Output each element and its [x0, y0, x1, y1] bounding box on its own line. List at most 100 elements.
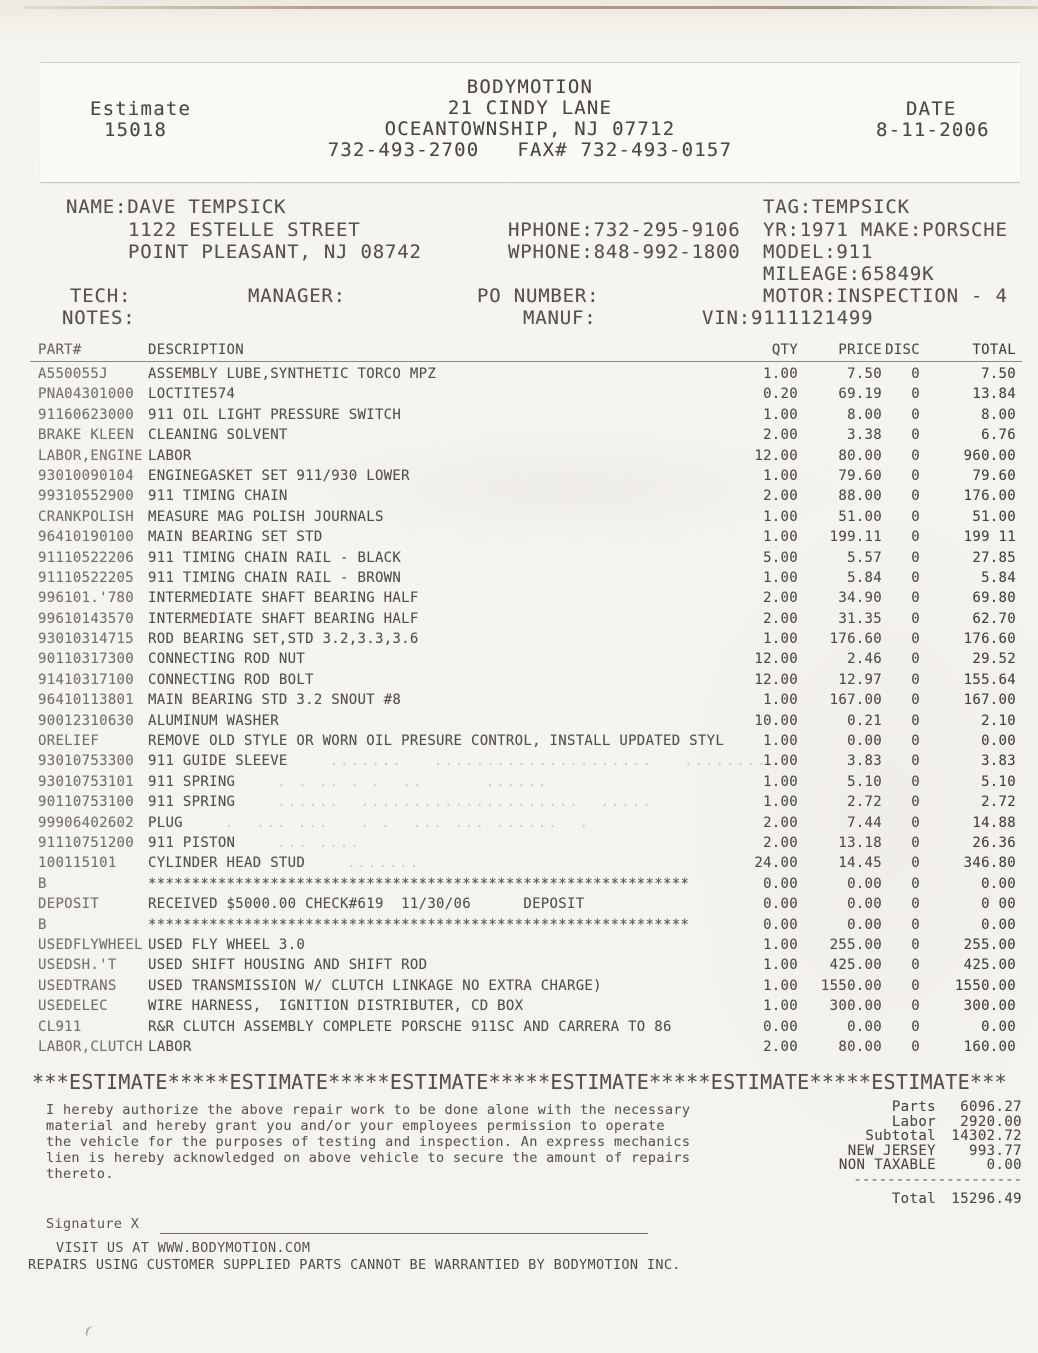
price-cell: 199.11: [829, 529, 882, 546]
part-cell: B: [38, 875, 47, 892]
total-cell: 8.00: [981, 406, 1016, 423]
signature-line: [160, 1233, 648, 1234]
ghost-bleedthrough: . . .. . . .. ......: [277, 773, 549, 790]
total-cell: 0 00: [981, 896, 1016, 913]
part-cell: USEDFLYWHEEL: [38, 936, 143, 953]
footer-warranty-note: REPAIRS USING CUSTOMER SUPPLIED PARTS CA…: [28, 1257, 681, 1273]
qty-cell: 12.00: [754, 671, 798, 688]
vehicle-tag: TAG:TEMPSICK: [763, 196, 910, 218]
grand-total-row: Total 15296.49: [800, 1191, 1022, 1207]
part-cell: USEDSH.'T: [38, 957, 117, 974]
manuf-label: MANUF:: [523, 307, 597, 329]
price-cell: 8.00: [847, 406, 882, 423]
table-row: 99906402602 PLUG. ... ... . . ... ... ..…: [30, 813, 1022, 833]
total-cell: 5.84: [981, 569, 1016, 586]
description-cell: ALUMINUM WASHER: [148, 712, 279, 729]
qty-cell: 0.00: [763, 875, 798, 892]
total-cell: 69.80: [972, 590, 1016, 607]
disc-cell: 0: [911, 1018, 920, 1035]
qty-cell: 1.00: [763, 366, 798, 382]
table-row: PNA04301000 LOCTITE574 0.20 69.19 0 13.8…: [30, 384, 1022, 404]
description-cell: REMOVE OLD STYLE OR WORN OIL PRESURE CON…: [148, 733, 725, 750]
description-cell: 911 OIL LIGHT PRESSURE SWITCH: [148, 406, 402, 423]
description-cell: PLUG. ... ... . . ... ... ...... .: [148, 814, 590, 831]
price-cell: 80.00: [838, 1038, 882, 1055]
part-cell: 93010753300: [38, 753, 135, 770]
table-row: 93010090104 ENGINEGASKET SET 911/930 LOW…: [30, 466, 1022, 486]
price-cell: 7.44: [847, 814, 882, 831]
part-cell: USEDELEC: [38, 998, 108, 1015]
price-cell: 255.00: [829, 936, 882, 953]
description-cell: ENGINEGASKET SET 911/930 LOWER: [148, 467, 410, 484]
total-cell: 6.76: [981, 427, 1016, 444]
estimate-banner: ***ESTIMATE*****ESTIMATE*****ESTIMATE***…: [32, 1070, 1007, 1094]
date-value: 8-11-2006: [876, 119, 990, 141]
part-cell: 91160623000: [38, 406, 135, 423]
vehicle-model: MODEL:911: [763, 241, 874, 263]
totals-rows: Parts 6096.27 Labor 2920.00 Subtotal 143…: [800, 1100, 1022, 1173]
qty-cell: 1.00: [763, 467, 798, 484]
description-cell: CONNECTING ROD NUT: [148, 651, 306, 668]
totals-row-label: Parts: [891, 1099, 936, 1115]
price-cell: 34.90: [838, 590, 882, 607]
total-cell: 27.85: [972, 549, 1016, 566]
ghost-bleedthrough: ...... ..................... .....: [277, 794, 653, 811]
totals-row-value: 0.00: [986, 1157, 1022, 1174]
table-row: DEPOSIT RECEIVED $5000.00 CHECK#619 11/3…: [30, 894, 1022, 914]
totals-row-value: 993.77: [969, 1142, 1022, 1159]
disc-cell: 0: [911, 753, 920, 770]
description-cell: ASSEMBLY LUBE,SYNTHETIC TORCO MPZ: [148, 366, 437, 382]
part-cell: B: [38, 916, 47, 933]
description-cell: CLEANING SOLVENT: [148, 427, 288, 444]
part-cell: 93010314715: [38, 631, 135, 648]
qty-cell: 2.00: [763, 488, 798, 505]
price-cell: 14.45: [838, 855, 882, 872]
part-cell: CRANKPOLISH: [38, 508, 135, 525]
qty-cell: 12.00: [754, 651, 798, 668]
description-cell: 911 TIMING CHAIN: [148, 488, 288, 505]
total-cell: 300.00: [963, 998, 1016, 1015]
customer-city-state-zip: POINT PLEASANT, NJ 08742: [128, 241, 422, 263]
estimate-number: 15018: [104, 119, 168, 141]
description-cell: RECEIVED $5000.00 CHECK#619 11/30/06 DEP…: [148, 896, 585, 913]
description-cell: MAIN BEARING SET STD: [148, 529, 323, 546]
total-cell: 960.00: [963, 447, 1016, 464]
totals-separator: --------------------: [853, 1171, 1022, 1188]
part-cell: USEDTRANS: [38, 977, 117, 994]
qty-cell: 2.00: [763, 427, 798, 444]
disc-cell: 0: [911, 508, 920, 525]
table-row: 99610143570 INTERMEDIATE SHAFT BEARING H…: [30, 609, 1022, 629]
table-row: 93010314715 ROD BEARING SET,STD 3.2,3.3,…: [30, 629, 1022, 649]
table-row: CRANKPOLISH MEASURE MAG POLISH JOURNALS …: [30, 507, 1022, 527]
qty-cell: 1.00: [763, 936, 798, 953]
customer-wphone: WPHONE:848-992-1800: [508, 241, 741, 263]
totals-row: NEW JERSEY 993.77: [800, 1144, 1022, 1159]
table-row: 99310552900 911 TIMING CHAIN 2.00 88.00 …: [30, 486, 1022, 506]
customer-street: 1122 ESTELLE STREET: [128, 219, 361, 241]
price-cell: 0.00: [847, 875, 882, 892]
disc-cell: 0: [911, 366, 920, 382]
total-cell: 2.72: [981, 794, 1016, 811]
disc-cell: 0: [911, 875, 920, 892]
price-cell: 1550.00: [820, 977, 882, 994]
price-cell: 425.00: [829, 957, 882, 974]
table-row: 90012310630 ALUMINUM WASHER 10.00 0.21 0…: [30, 711, 1022, 731]
price-cell: 0.00: [847, 896, 882, 913]
price-cell: 0.00: [847, 1018, 882, 1035]
description-cell: 911 SPRING...... ..................... .…: [148, 794, 653, 811]
price-cell: 51.00: [838, 508, 882, 525]
header-description: DESCRIPTION: [148, 342, 245, 358]
qty-cell: 1.00: [763, 957, 798, 974]
total-cell: 176.60: [963, 631, 1016, 648]
disc-cell: 0: [911, 998, 920, 1015]
table-row: 91110522206 911 TIMING CHAIN RAIL - BLAC…: [30, 548, 1022, 568]
part-cell: PNA04301000: [38, 386, 135, 403]
authorization-text: I hereby authorize the above repair work…: [46, 1102, 691, 1183]
date-label: DATE: [906, 98, 957, 120]
price-cell: 0.21: [847, 712, 882, 729]
description-cell: USED SHIFT HOUSING AND SHIFT ROD: [148, 957, 428, 974]
part-cell: 90110753100: [38, 794, 135, 811]
part-cell: 99906402602: [38, 814, 135, 831]
disc-cell: 0: [911, 488, 920, 505]
part-cell: 93010753101: [38, 773, 135, 790]
